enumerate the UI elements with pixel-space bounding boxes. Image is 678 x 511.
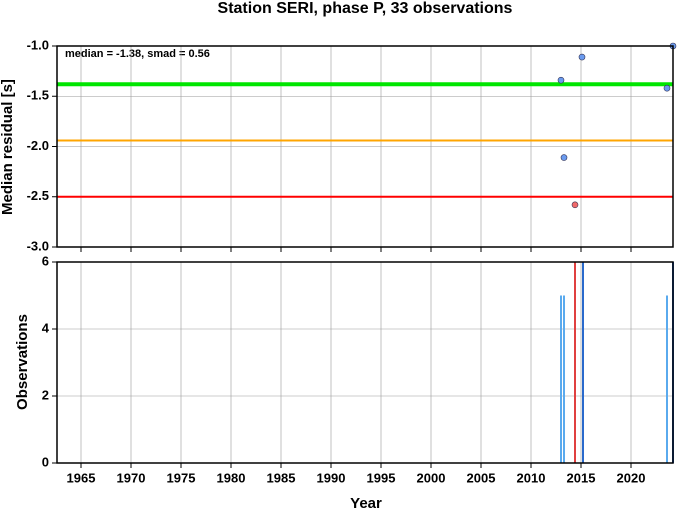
- annotation: median = -1.38, smad = 0.56: [65, 48, 210, 60]
- x-tick-label: 2015: [567, 470, 596, 485]
- x-tick-label: 2020: [617, 470, 646, 485]
- x-tick-label: 1980: [217, 470, 246, 485]
- point: [663, 84, 671, 92]
- y-tick-label: 0: [42, 454, 49, 469]
- y-tick-label: -1.0: [27, 37, 49, 52]
- point: [557, 76, 565, 84]
- point: [571, 201, 579, 209]
- plot-frame: [56, 45, 674, 248]
- chart-title: Station SERI, phase P, 33 observations: [218, 0, 513, 17]
- y-axis-label: Median residual [s]: [0, 79, 16, 215]
- y-tick-label: -1.5: [27, 88, 49, 103]
- x-tick-label: 2000: [417, 470, 446, 485]
- point: [578, 53, 586, 61]
- x-tick-label: 1995: [367, 470, 396, 485]
- bar: [582, 262, 584, 463]
- y-tick-label: -3.0: [27, 238, 49, 253]
- bar: [574, 262, 576, 463]
- plot-frame: [56, 261, 674, 464]
- x-tick-label: 1990: [317, 470, 346, 485]
- bar: [560, 295, 562, 463]
- x-tick-label: 2005: [467, 470, 496, 485]
- y-tick-label: 6: [42, 253, 49, 268]
- x-tick-label: 1985: [267, 470, 296, 485]
- bar: [666, 295, 668, 463]
- y-tick-label: 4: [42, 320, 50, 335]
- y-tick-label: -2.5: [27, 188, 49, 203]
- x-tick-label: 1965: [67, 470, 96, 485]
- y-tick-label: -2.0: [27, 138, 49, 153]
- y-tick-label: 2: [42, 387, 49, 402]
- x-tick-label: 1970: [117, 470, 146, 485]
- bar: [563, 295, 565, 463]
- y-axis-label: Observations: [14, 314, 31, 410]
- x-tick-label: 2010: [517, 470, 546, 485]
- x-tick-label: 1975: [167, 470, 196, 485]
- point: [560, 154, 568, 161]
- x-axis-label: Year: [350, 495, 382, 511]
